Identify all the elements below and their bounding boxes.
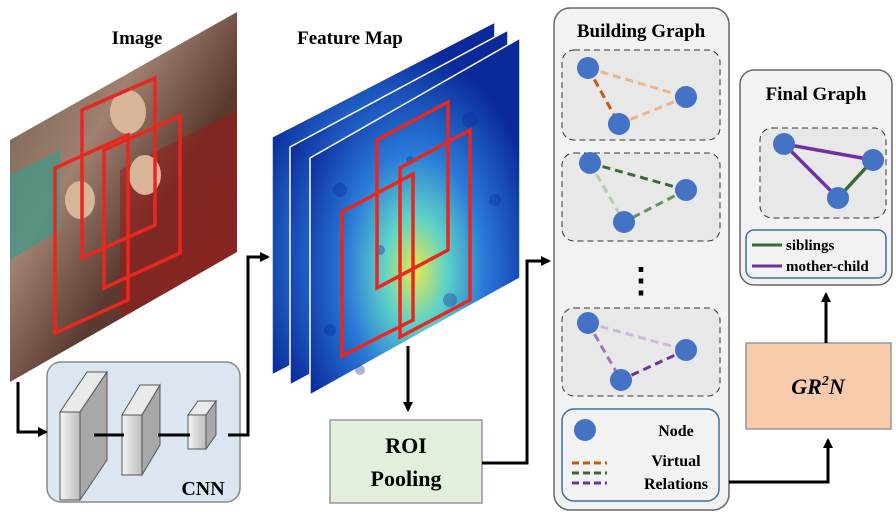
ellipsis: ⋮ bbox=[624, 263, 658, 300]
node bbox=[675, 86, 697, 108]
arrow-cnn-to-feature-map bbox=[228, 252, 270, 437]
roi-box-mother bbox=[80, 75, 157, 261]
input-image bbox=[10, 12, 237, 382]
gr2n-label-end: N bbox=[828, 374, 846, 399]
legend-virtual-line1: Virtual bbox=[651, 453, 701, 470]
gr2n-label-base: GR bbox=[791, 374, 822, 399]
cnn-label: CNN bbox=[181, 478, 225, 500]
fm-roi-box-left bbox=[340, 171, 415, 359]
gr2n-panel bbox=[745, 342, 892, 430]
node bbox=[579, 152, 601, 174]
image-title: Image bbox=[112, 28, 163, 49]
arrow-building-graph-to-gr2n bbox=[729, 438, 833, 484]
node bbox=[675, 179, 697, 201]
subgraph-purple-frame bbox=[561, 307, 721, 397]
fm-roi-box-right bbox=[398, 127, 472, 340]
edge-green-light bbox=[588, 162, 626, 223]
subgraph-orange bbox=[561, 49, 721, 141]
building-graph-legend: Node Virtual Relations bbox=[561, 408, 720, 502]
feature-map-stack bbox=[271, 20, 521, 397]
subgraph-green bbox=[561, 152, 721, 242]
final-graph-legend: siblings mother-child bbox=[745, 229, 887, 279]
feature-map-title: Feature Map bbox=[297, 28, 403, 49]
cnn-block: CNN bbox=[46, 361, 241, 503]
final-edge-mother-child-2 bbox=[782, 142, 840, 200]
node bbox=[613, 211, 635, 233]
arrow-roi-to-building-graph bbox=[482, 256, 551, 465]
roi-pooling-label-line2: Pooling bbox=[371, 466, 442, 491]
fm-roi-box-mother bbox=[375, 99, 450, 291]
subgraph-green-frame bbox=[561, 152, 721, 242]
cnn-layer-3-front bbox=[187, 414, 207, 450]
image-roi-boxes bbox=[53, 75, 182, 336]
legend-node-icon bbox=[574, 419, 596, 441]
node bbox=[610, 369, 632, 391]
edge-purple-dark bbox=[620, 348, 687, 382]
node bbox=[675, 339, 697, 361]
edge-green-dark bbox=[589, 161, 687, 192]
photo-face-mother bbox=[110, 90, 146, 134]
cnn-layer-3-side bbox=[205, 399, 217, 451]
node bbox=[577, 57, 599, 79]
node bbox=[577, 312, 599, 334]
roi-pooling-label-line1: ROI bbox=[385, 433, 427, 458]
node bbox=[862, 149, 884, 171]
feature-map-layer-front bbox=[309, 36, 521, 397]
building-graph-panel: Building Graph ⋮ bbox=[553, 7, 730, 511]
roi-pooling-panel bbox=[329, 419, 483, 504]
node bbox=[773, 133, 795, 155]
subgraph-purple bbox=[561, 307, 721, 397]
gr2n-label-sup: 2 bbox=[821, 374, 829, 389]
node bbox=[608, 113, 630, 135]
photo-face-child-left bbox=[65, 181, 95, 219]
legend-node-label: Node bbox=[658, 423, 694, 440]
arrow-image-to-cnn bbox=[16, 382, 48, 437]
cnn-layer-1-side bbox=[79, 370, 108, 502]
feature-map-roi-boxes bbox=[340, 99, 472, 359]
legend-mother-child-label: mother-child bbox=[786, 259, 869, 275]
roi-box-right bbox=[102, 113, 182, 291]
cnn-layer-2-front bbox=[121, 414, 143, 476]
cnn-layer-1-front bbox=[59, 411, 81, 501]
edge-green-mid bbox=[623, 188, 687, 224]
edge-orange-light-1 bbox=[587, 66, 687, 99]
roi-pooling-block: ROI Pooling bbox=[329, 419, 483, 504]
building-graph-title: Building Graph bbox=[577, 21, 706, 42]
cnn-layer-2-side bbox=[141, 383, 161, 477]
node bbox=[827, 187, 849, 209]
roi-box-left bbox=[53, 132, 130, 336]
gr2n-block: GR2N bbox=[745, 342, 892, 430]
legend-frame bbox=[561, 408, 720, 502]
edge-purple-light bbox=[587, 321, 687, 352]
gr2n-label: GR2N bbox=[791, 374, 846, 399]
legend-virtual-line2: Relations bbox=[644, 476, 708, 493]
final-graph-title: Final Graph bbox=[766, 84, 867, 105]
photo-face-child-right bbox=[129, 155, 161, 195]
photo-blanket bbox=[10, 150, 60, 260]
legend-siblings-label: siblings bbox=[786, 238, 835, 254]
final-edge-mother-child-1 bbox=[783, 142, 874, 162]
final-graph-panel: Final Graph siblings mother-child bbox=[739, 69, 893, 286]
